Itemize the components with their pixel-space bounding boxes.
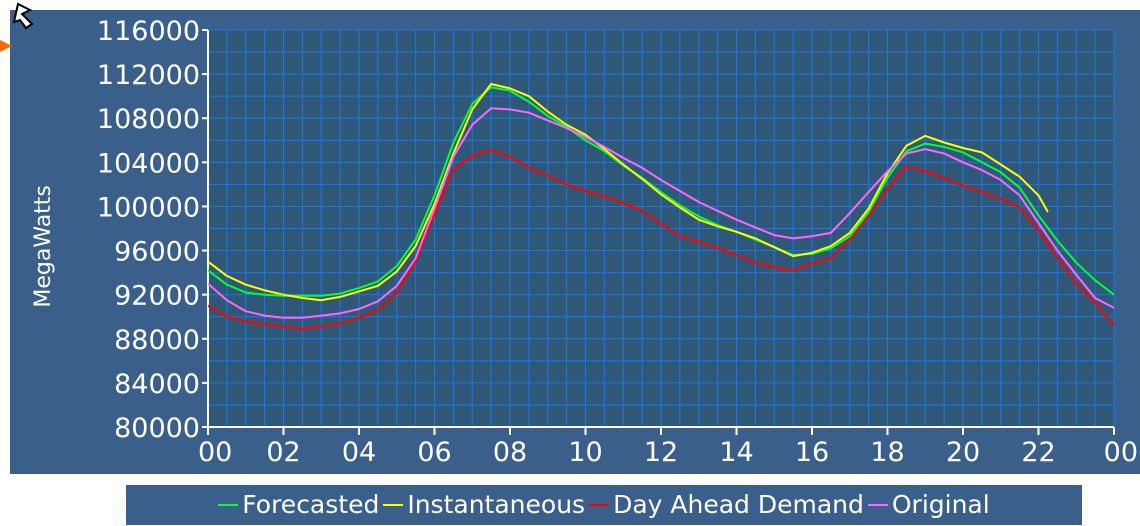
y-tick-label: 92000 — [114, 281, 200, 312]
y-tick-label: 104000 — [97, 148, 200, 179]
x-tick-label: 08 — [493, 437, 527, 468]
y-tick-label: 100000 — [97, 192, 200, 223]
x-tick-label: 04 — [342, 437, 376, 468]
series-group — [207, 83, 1115, 330]
legend: Forecasted Instantaneous Day Ahead Demand O… — [126, 485, 1082, 525]
x-tick-label: 06 — [417, 437, 451, 468]
legend-label: Forecasted — [242, 490, 380, 519]
y-ticks: 80000 84000 88000 92000 96000 100000 104000 108… — [97, 16, 208, 444]
x-tick-label: 16 — [795, 437, 829, 468]
y-tick-label: 80000 — [114, 413, 200, 444]
y-tick-label: 96000 — [114, 237, 200, 268]
x-tick-label: 02 — [266, 437, 300, 468]
series-line-forecasted — [207, 86, 1115, 297]
x-tick-label: 00 — [1104, 437, 1138, 468]
legend-swatch — [218, 504, 239, 506]
marker-arrow-icon — [0, 40, 12, 52]
legend-swatch — [589, 504, 610, 506]
legend-label: Day Ahead Demand — [613, 490, 864, 519]
y-tick-label: 84000 — [114, 369, 200, 400]
series-line-instantaneous — [207, 83, 1049, 302]
x-ticks: 00 02 04 06 08 10 12 14 16 18 20 22 00 — [198, 427, 1138, 468]
chart-panel: 80000 84000 88000 92000 96000 100000 104000 108… — [0, 2, 1140, 474]
legend-item-original: Original — [867, 485, 990, 525]
legend-item-forecasted: Forecasted — [218, 485, 379, 525]
x-tick-label: 22 — [1021, 437, 1055, 468]
x-tick-label: 18 — [870, 437, 904, 468]
legend-label: Original — [891, 490, 990, 519]
legend-swatch — [383, 504, 404, 506]
x-tick-label: 14 — [719, 437, 753, 468]
x-tick-label: 20 — [946, 437, 980, 468]
y-tick-label: 112000 — [97, 60, 200, 91]
series-line-original — [207, 107, 1115, 319]
y-tick-label: 116000 — [97, 16, 200, 47]
legend-item-day-ahead-demand: Day Ahead Demand — [589, 485, 864, 525]
x-tick-label: 00 — [198, 437, 232, 468]
series-line-day-ahead-demand — [207, 149, 1115, 330]
x-tick-label: 12 — [644, 437, 678, 468]
legend-item-instantaneous: Instantaneous — [383, 485, 585, 525]
y-tick-label: 108000 — [97, 104, 200, 135]
y-tick-label: 88000 — [114, 325, 200, 356]
line-chart: 8000084000880009200096000100000104000108… — [0, 2, 1140, 474]
legend-label: Instantaneous — [407, 490, 586, 519]
y-axis-title: MegaWatts — [31, 185, 56, 308]
cursor-icon — [12, 2, 34, 30]
x-tick-label: 10 — [568, 437, 602, 468]
legend-swatch — [867, 504, 888, 506]
